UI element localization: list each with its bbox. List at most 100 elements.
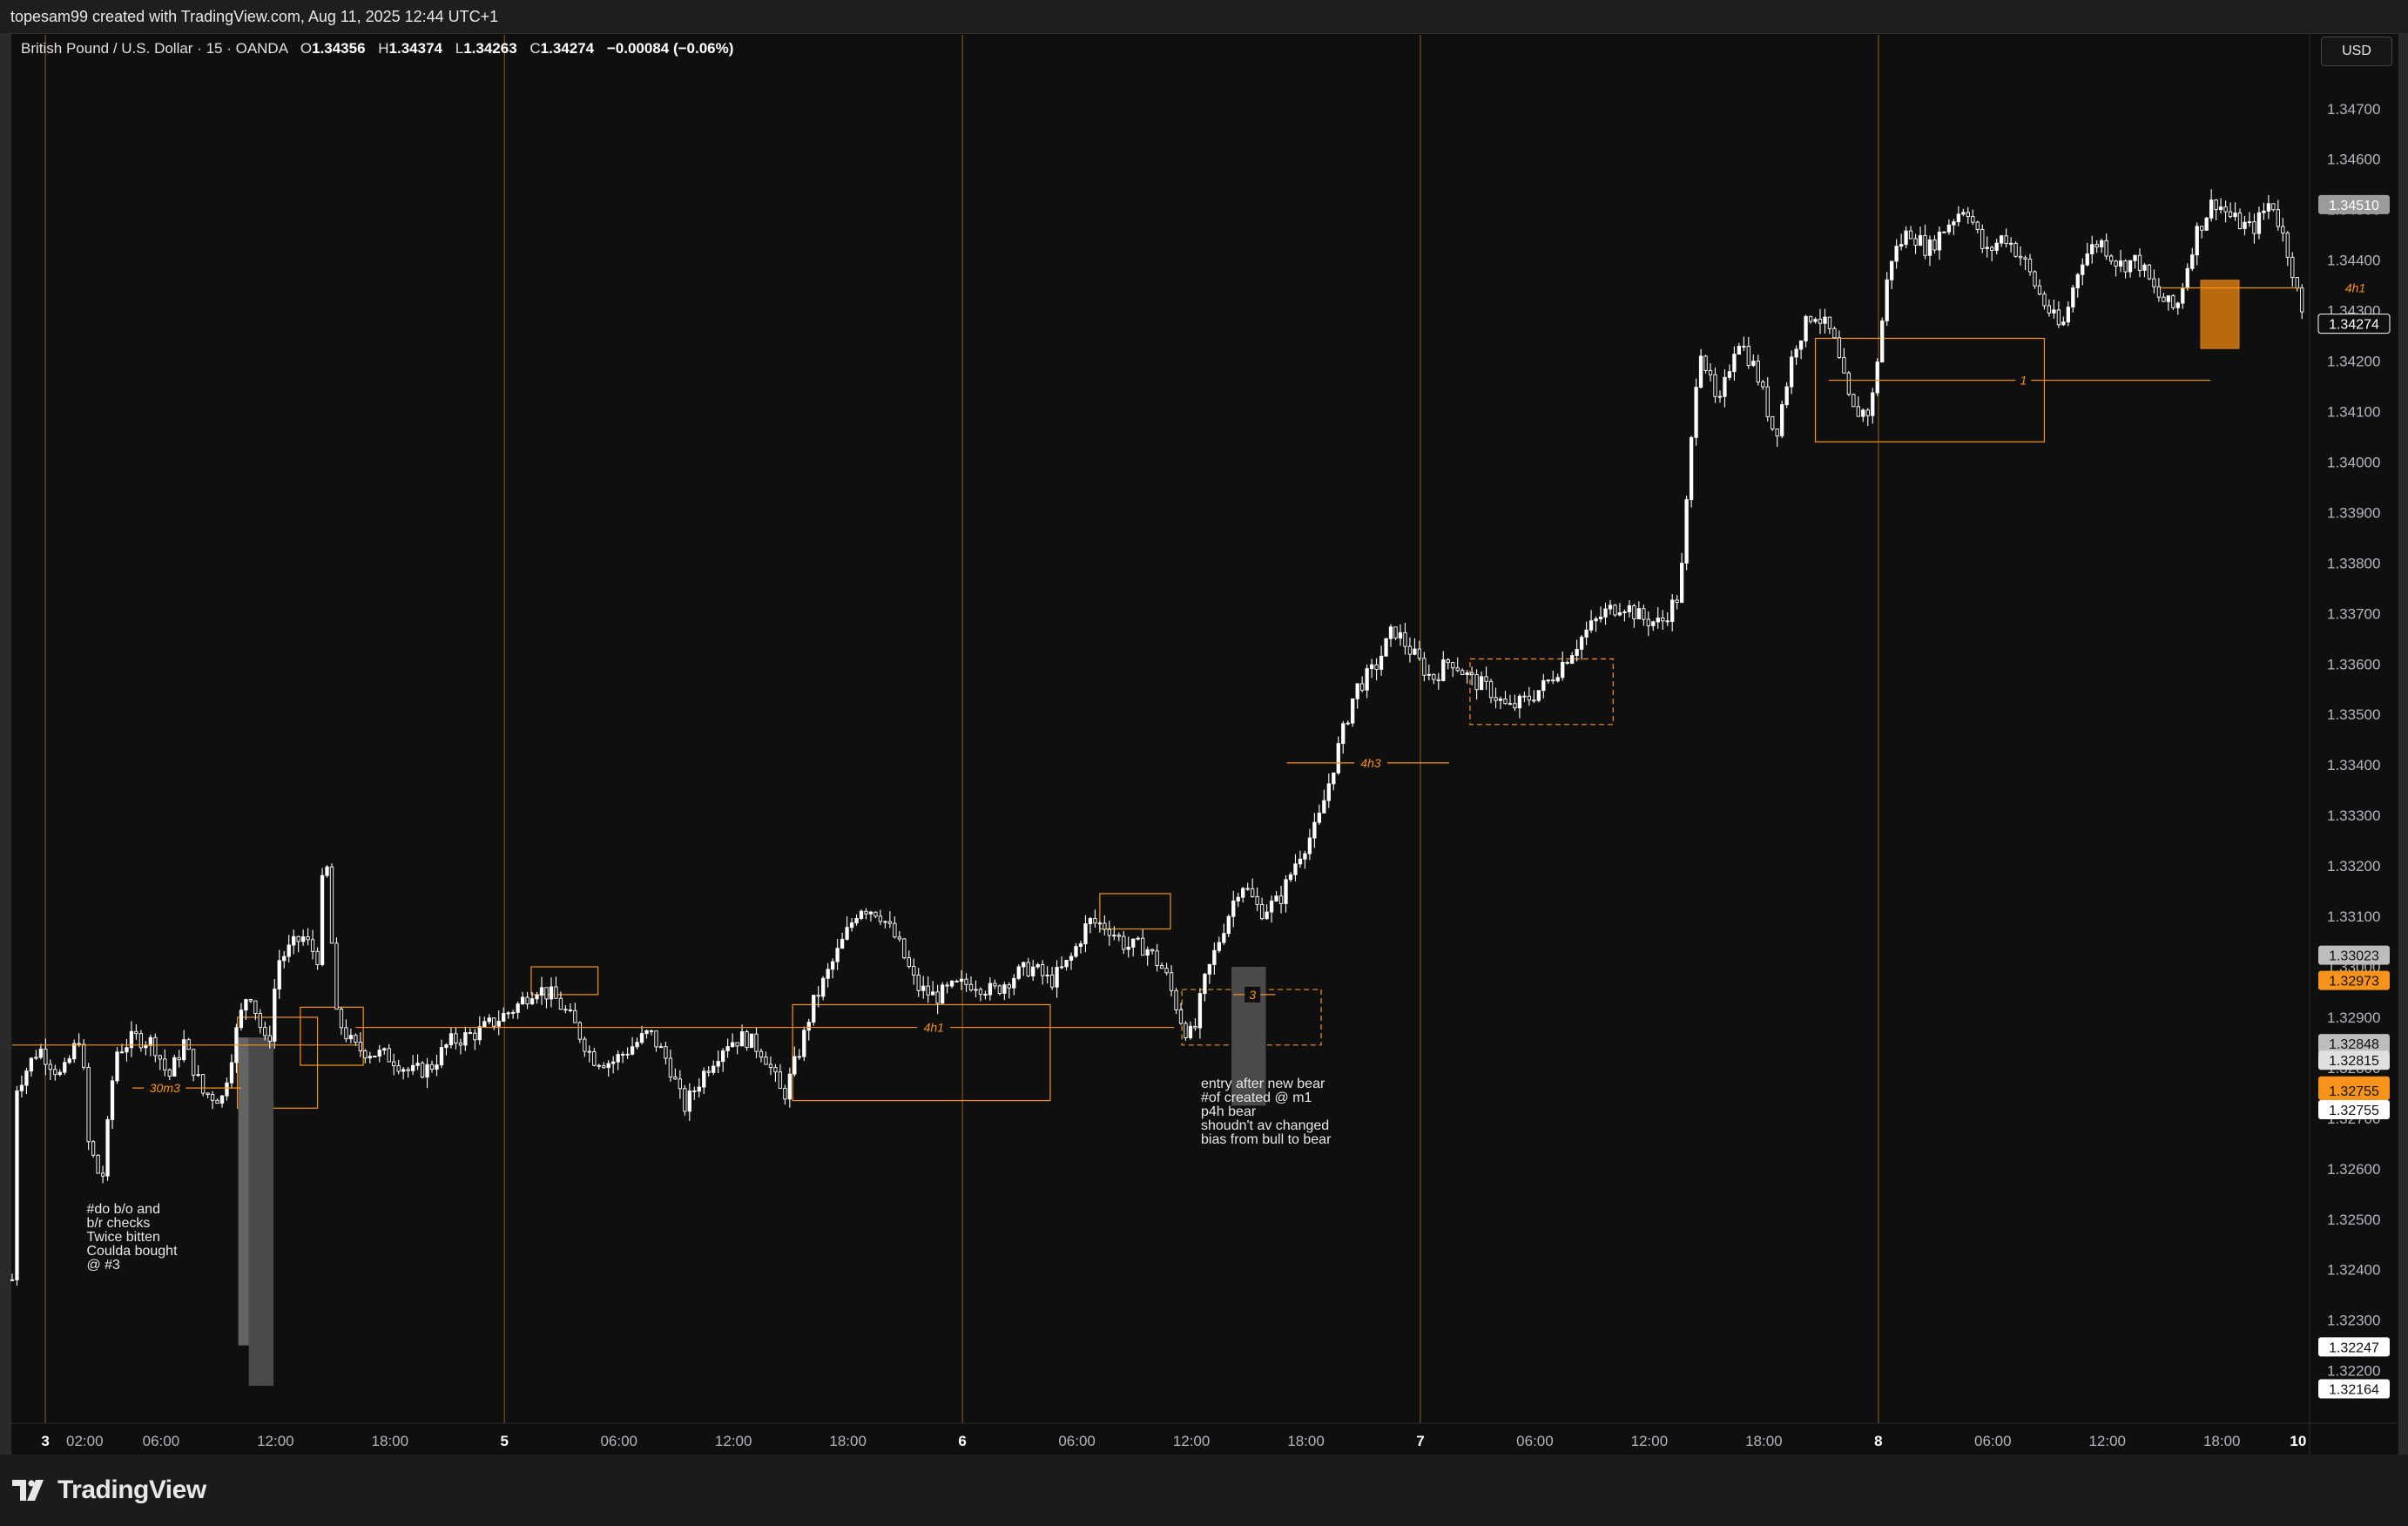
label-bg xyxy=(1244,986,1261,1003)
candle-body xyxy=(300,936,306,942)
candle-body xyxy=(745,1031,749,1049)
candle-body xyxy=(1579,637,1584,650)
candle-body xyxy=(1045,974,1049,976)
candle-body xyxy=(1651,621,1656,626)
candle-body xyxy=(683,1088,687,1112)
candle-body xyxy=(29,1057,34,1072)
candle-body xyxy=(1479,676,1484,691)
candle-body xyxy=(1022,962,1026,968)
annotation-line: shoudn't av changed xyxy=(1201,1118,1329,1133)
candle-body xyxy=(206,1092,210,1096)
candle-body xyxy=(1904,230,1908,246)
candle-body xyxy=(759,1050,764,1058)
candle-body xyxy=(1035,964,1040,968)
session-lines xyxy=(44,35,1879,1423)
candle-body xyxy=(1241,888,1245,898)
candle-body xyxy=(921,985,926,991)
candle-body xyxy=(105,1118,110,1177)
candle-body xyxy=(1756,361,1760,382)
label-bg xyxy=(2338,280,2372,296)
candle-body xyxy=(1865,409,1870,416)
candle-body xyxy=(706,1070,711,1073)
candle-body xyxy=(1083,923,1088,945)
candle-body xyxy=(764,1057,768,1065)
candle-body xyxy=(2004,235,2008,245)
candle-body xyxy=(1365,668,1369,691)
candle-body xyxy=(1827,316,1832,329)
candle-body xyxy=(15,1090,19,1280)
candle-body xyxy=(2181,287,2185,304)
candle-body xyxy=(1178,1009,1184,1024)
candle-body xyxy=(134,1030,138,1035)
candle-body xyxy=(931,991,935,996)
candle-body xyxy=(1598,616,1603,619)
candle-body xyxy=(1064,960,1069,968)
candle-body xyxy=(1222,933,1226,943)
candle-body xyxy=(1007,984,1011,989)
currency-button[interactable]: USD xyxy=(2321,37,2392,66)
time-tick-label: 12:00 xyxy=(2088,1433,2126,1449)
candle-body xyxy=(354,1035,358,1043)
annotation-line: b/r checks xyxy=(86,1216,150,1231)
candle-body xyxy=(835,948,840,962)
candle-body xyxy=(568,1009,573,1011)
candle-body xyxy=(1784,386,1789,406)
candle-body xyxy=(606,1063,610,1069)
candle-body xyxy=(525,996,529,1005)
candle-body xyxy=(2266,203,2271,212)
price-tag-label: 1.32247 xyxy=(2329,1340,2379,1355)
candle-body xyxy=(1890,260,1894,280)
candle-body xyxy=(1575,648,1579,657)
candle-body xyxy=(477,1026,482,1041)
candle-body xyxy=(1727,371,1732,378)
candle-body xyxy=(1732,354,1737,373)
time-tick-label: 18:00 xyxy=(1745,1433,1783,1449)
price-tag-label: 1.32973 xyxy=(2329,975,2379,989)
candle-body xyxy=(1765,386,1770,417)
candle-body xyxy=(712,1065,716,1073)
candle-body xyxy=(864,910,868,915)
candle-body xyxy=(539,987,544,996)
candle-body xyxy=(1097,922,1103,925)
candle-body xyxy=(821,977,826,997)
zone-label: 1 xyxy=(2020,374,2027,388)
price-tick-label: 1.33700 xyxy=(2327,605,2380,622)
candle-body xyxy=(1494,697,1498,701)
candle-body xyxy=(1541,679,1546,692)
price-tag-label: 1.32848 xyxy=(2329,1037,2379,1052)
candle-body xyxy=(1661,618,1665,622)
candle-body xyxy=(1284,879,1288,904)
candle-body xyxy=(1251,888,1255,897)
open-label: O xyxy=(300,40,313,57)
candle-body xyxy=(2281,226,2285,233)
candle-body xyxy=(893,922,897,938)
candle-body xyxy=(1708,369,1713,375)
candle-body xyxy=(1427,673,1431,676)
tradingview-brand[interactable]: TradingView xyxy=(12,1475,206,1505)
candle-body xyxy=(2285,233,2290,258)
price-tag-label: 1.34274 xyxy=(2329,318,2379,333)
price-chart[interactable]: 30m3 4h1 3 4h3 1 4h1 #do b/o and b/r checks Twi… xyxy=(0,0,2408,1455)
candle-body xyxy=(768,1063,773,1068)
candle-body xyxy=(692,1090,697,1092)
candle-body xyxy=(1923,235,1927,256)
candle-body xyxy=(1875,361,1879,394)
top-credit-bar: topesam99 created with TradingView.com, … xyxy=(0,0,2408,33)
candle-body xyxy=(697,1086,701,1092)
zone-labels: 30m3 4h1 3 4h3 1 4h1 xyxy=(132,280,2372,1097)
candle-body xyxy=(487,1017,491,1023)
candle-body xyxy=(2214,199,2218,211)
candle-body xyxy=(1441,659,1446,681)
price-tick-label: 1.34000 xyxy=(2327,454,2380,470)
time-tick-label: 18:00 xyxy=(372,1433,409,1449)
candle-body xyxy=(1971,216,1975,223)
volume-bar xyxy=(238,1037,249,1346)
candle-body xyxy=(1322,800,1326,814)
price-tag-label: 1.32815 xyxy=(2329,1054,2379,1069)
candle-body xyxy=(945,984,949,987)
chart-frame xyxy=(10,33,2399,1456)
candle-body xyxy=(1012,977,1016,989)
candle-body xyxy=(2000,235,2004,244)
candle-body xyxy=(873,911,878,917)
candle-body xyxy=(635,1042,639,1048)
